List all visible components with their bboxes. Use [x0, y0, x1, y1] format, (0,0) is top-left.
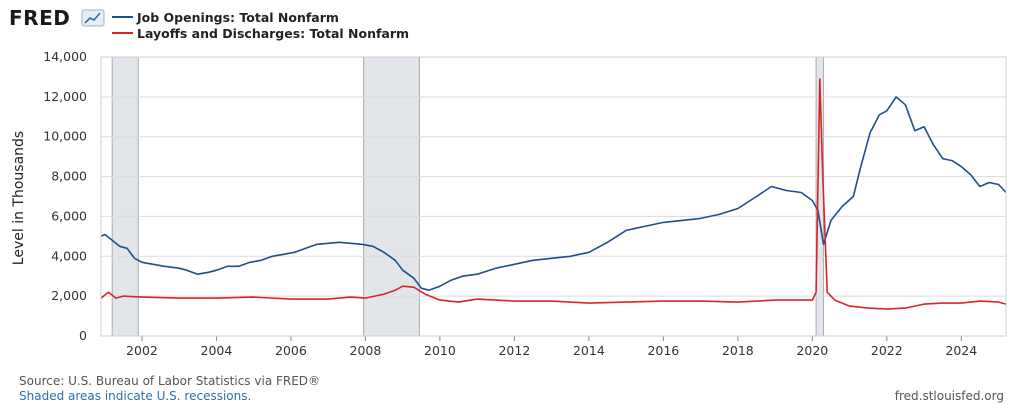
x-tick-label: 2020: [796, 343, 828, 358]
x-tick-label: 2012: [498, 343, 530, 358]
fred-site-link[interactable]: fred.stlouisfed.org: [894, 389, 1004, 403]
legend: Job Openings: Total Nonfarm Layoffs and …: [112, 10, 409, 41]
y-tick-label: 4,000: [51, 248, 87, 263]
gridlines: [101, 56, 1006, 297]
recession-band: [363, 56, 420, 337]
fred-logo-text: FRED: [9, 6, 70, 30]
y-tick-label: 14,000: [43, 49, 87, 64]
x-tick-label: 2008: [350, 343, 382, 358]
x-tick-label: 2022: [871, 343, 903, 358]
x-tick-label: 2018: [722, 343, 754, 358]
y-tick-label: 8,000: [51, 169, 87, 184]
series-line-job-openings: [100, 96, 1007, 292]
y-tick-label: 12,000: [43, 89, 87, 104]
series-lines: [100, 78, 1007, 310]
x-tick-label: 2002: [126, 343, 158, 358]
y-axis-ticks: 0 2,000 4,000 6,000 8,000 10,000 12,000 14,000: [43, 49, 87, 343]
y-tick-label: 0: [79, 328, 87, 343]
x-tick-label: 2010: [424, 343, 456, 358]
y-axis-label: Level in Thousands: [11, 131, 27, 265]
legend-item-job-openings: Job Openings: Total Nonfarm: [112, 10, 339, 25]
series-line-layoffs: [100, 78, 1007, 310]
x-tick-label: 2006: [275, 343, 307, 358]
legend-label-layoffs: Layoffs and Discharges: Total Nonfarm: [137, 26, 409, 41]
recession-band: [111, 56, 139, 337]
fred-logo[interactable]: FRED: [9, 6, 105, 30]
recession-note-link[interactable]: Shaded areas indicate U.S. recessions.: [19, 389, 252, 403]
legend-label-job-openings: Job Openings: Total Nonfarm: [136, 10, 339, 25]
x-axis-ticks: 2002 2004 2006 2008 2010 2012 2014 2016 2018 2020…: [126, 336, 977, 358]
y-tick-label: 2,000: [51, 288, 87, 303]
x-tick-label: 2024: [945, 343, 977, 358]
x-tick-label: 2004: [201, 343, 233, 358]
plot-area: [100, 56, 1007, 337]
x-tick-label: 2016: [647, 343, 679, 358]
recession-bands: [111, 56, 825, 337]
y-tick-label: 6,000: [51, 208, 87, 223]
legend-item-layoffs: Layoffs and Discharges: Total Nonfarm: [112, 26, 409, 41]
x-tick-label: 2014: [573, 343, 605, 358]
chart-line-icon: [81, 9, 105, 27]
source-text: Source: U.S. Bureau of Labor Statistics …: [19, 374, 321, 388]
y-tick-label: 10,000: [43, 129, 87, 144]
